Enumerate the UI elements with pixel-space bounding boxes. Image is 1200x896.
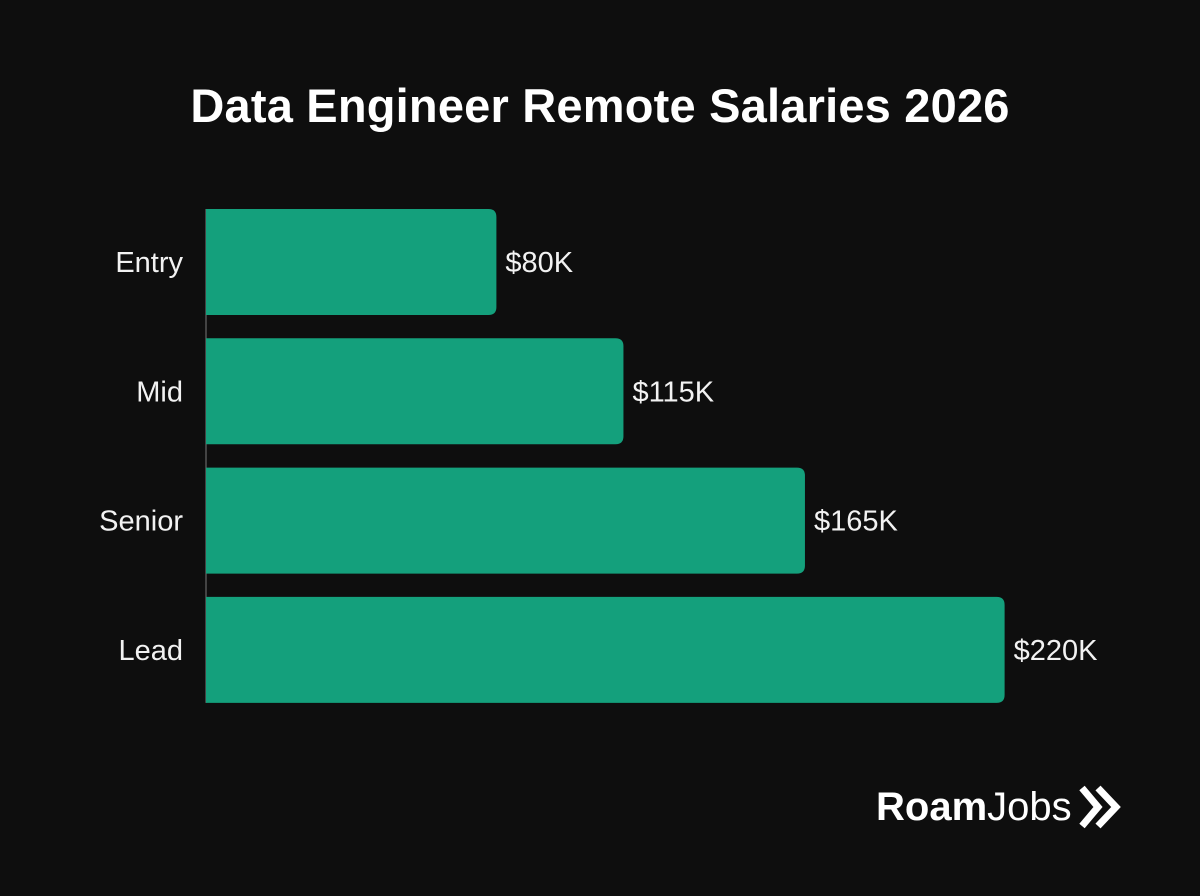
bar-mid bbox=[206, 338, 624, 445]
category-label: Mid bbox=[136, 376, 183, 408]
value-label: $220K bbox=[1014, 635, 1099, 667]
double-chevron-right-icon bbox=[1078, 785, 1121, 829]
bar-entry bbox=[206, 209, 497, 315]
category-label: Entry bbox=[115, 247, 183, 279]
category-label: Senior bbox=[99, 506, 183, 538]
category-label: Lead bbox=[118, 635, 183, 667]
value-label: $115K bbox=[632, 376, 714, 408]
chart-title: Data Engineer Remote Salaries 2026 bbox=[190, 79, 1010, 132]
value-label: $80K bbox=[505, 247, 573, 279]
logo-text-bold: Roam bbox=[876, 784, 988, 829]
logo-text-light: Jobs bbox=[987, 784, 1072, 829]
bar-senior bbox=[206, 467, 805, 574]
value-label: $165K bbox=[814, 506, 899, 538]
roamjobs-logo: Roam Jobs bbox=[876, 782, 1126, 832]
bar-lead bbox=[206, 596, 1005, 703]
